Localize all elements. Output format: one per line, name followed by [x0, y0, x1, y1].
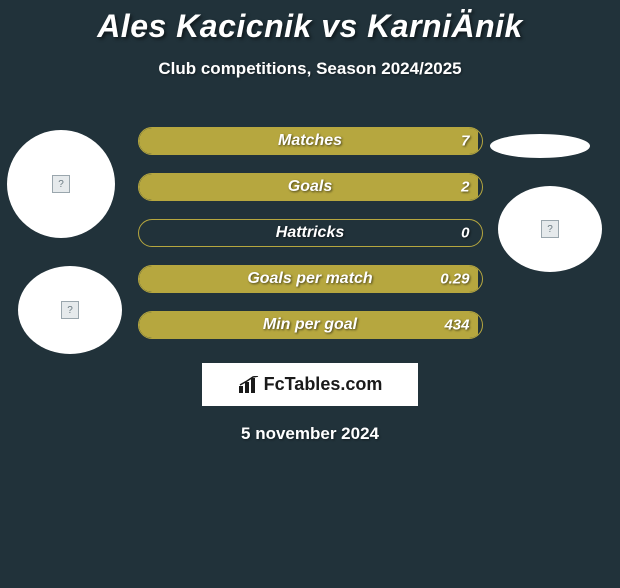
stat-bar: Hattricks 0 [138, 219, 483, 247]
stat-bar-value: 7 [461, 133, 469, 150]
player-avatar: ? [498, 186, 602, 272]
decorative-ellipse [490, 134, 590, 158]
source-logo-text: FcTables.com [264, 374, 383, 395]
source-logo: FcTables.com [202, 363, 418, 406]
comparison-title: Ales Kacicnik vs KarniÄnik [0, 8, 620, 45]
stat-bar-value: 2 [461, 179, 469, 196]
stat-bar-value: 434 [444, 317, 469, 334]
stat-bar: Matches 7 [138, 127, 483, 155]
snapshot-date: 5 november 2024 [0, 424, 620, 444]
stats-bar-group: Matches 7 Goals 2 Hattricks 0 Goals per … [138, 127, 483, 339]
stat-bar-label: Min per goal [263, 316, 357, 334]
stat-bar: Goals per match 0.29 [138, 265, 483, 293]
stat-bar: Goals 2 [138, 173, 483, 201]
stat-bar-value: 0 [461, 225, 469, 242]
player-avatar: ? [18, 266, 122, 354]
stat-bar-value: 0.29 [440, 271, 469, 288]
chart-icon [238, 376, 260, 394]
stat-bar: Min per goal 434 [138, 311, 483, 339]
placeholder-image-icon: ? [61, 301, 79, 319]
placeholder-image-icon: ? [52, 175, 70, 193]
stat-bar-label: Goals [288, 178, 332, 196]
stat-bar-label: Matches [278, 132, 342, 150]
player-avatar: ? [7, 130, 115, 238]
stat-bar-label: Hattricks [276, 224, 344, 242]
stat-bar-label: Goals per match [247, 270, 372, 288]
comparison-subtitle: Club competitions, Season 2024/2025 [0, 59, 620, 79]
placeholder-image-icon: ? [541, 220, 559, 238]
